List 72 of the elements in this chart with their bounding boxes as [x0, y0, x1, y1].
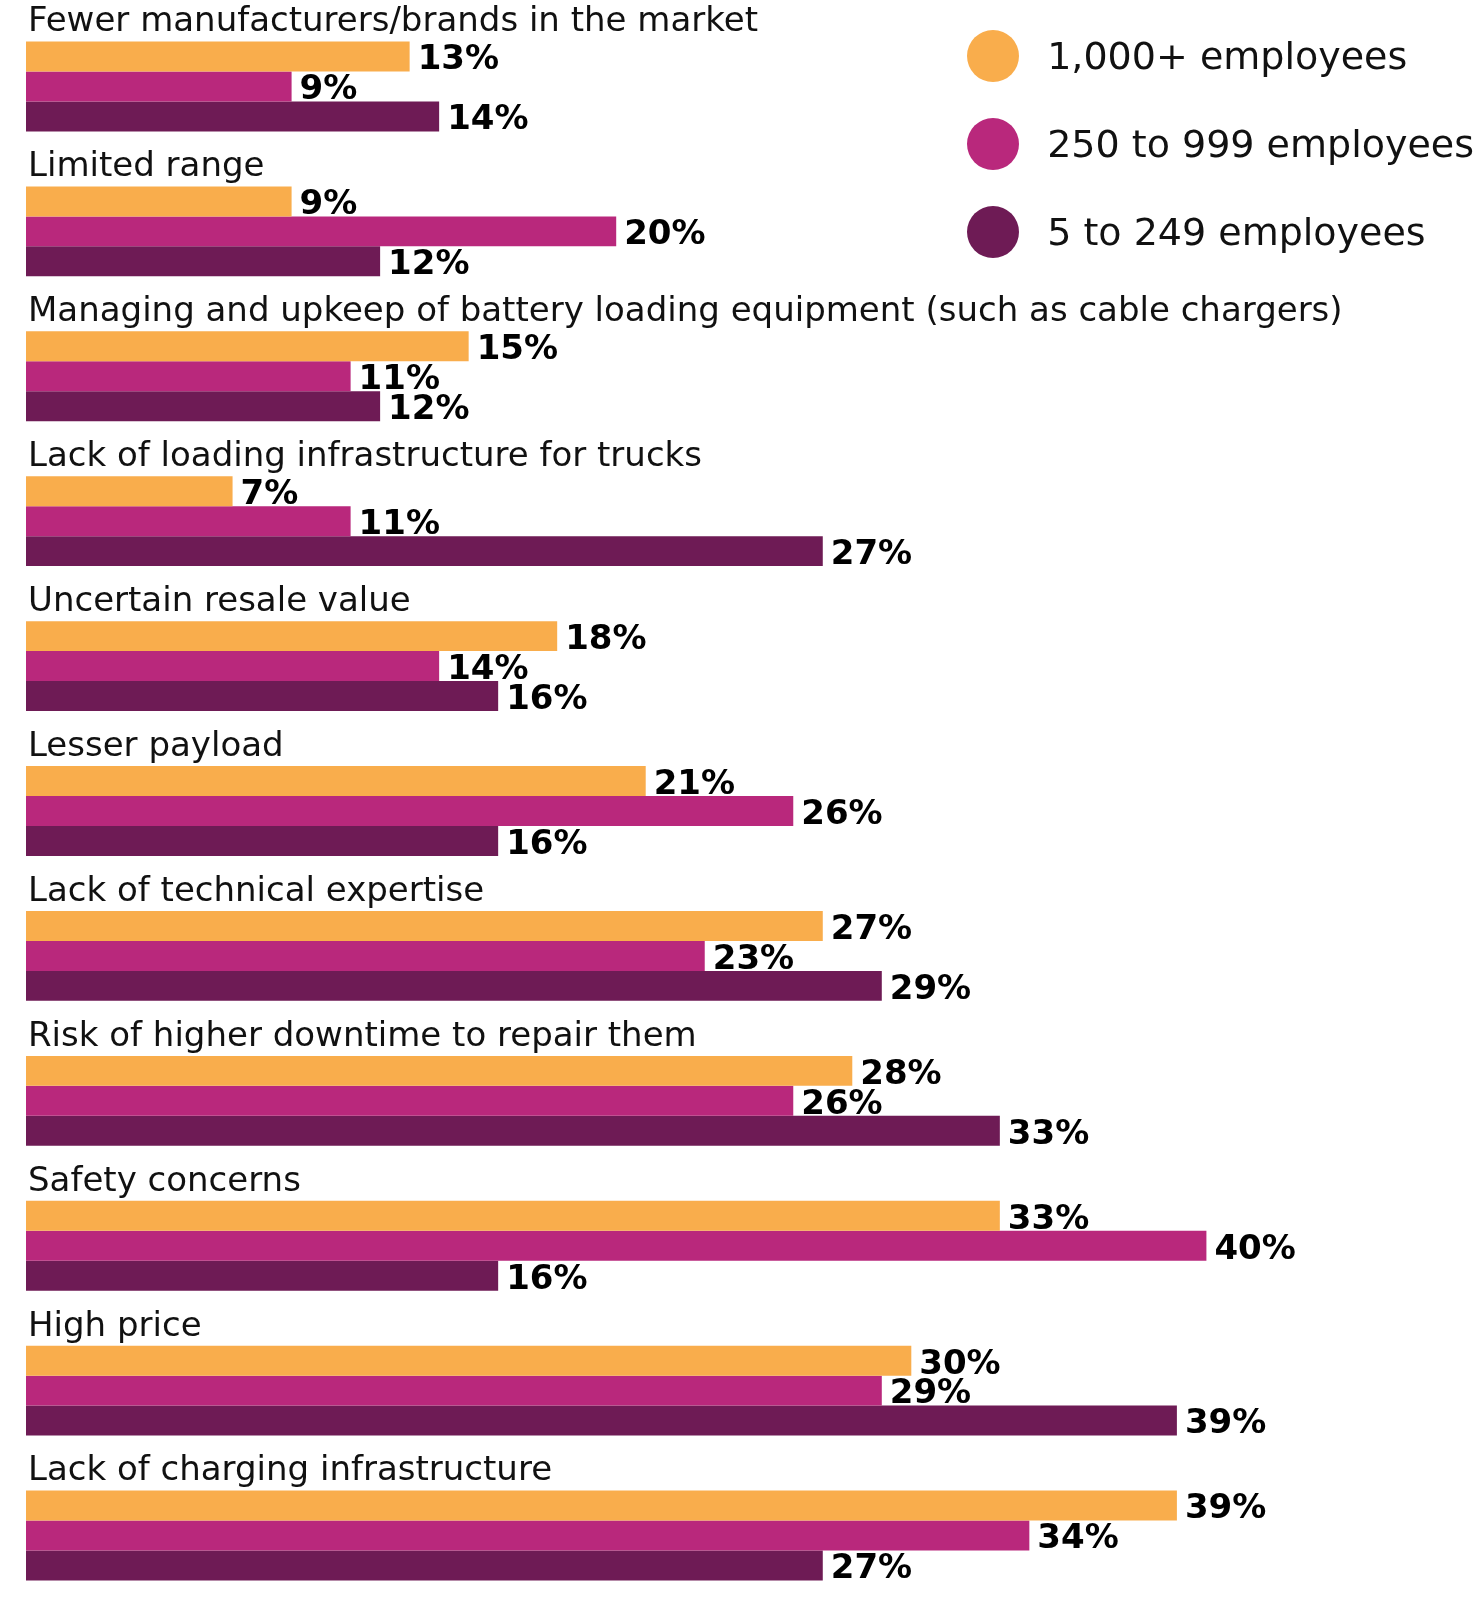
data-label: 27% — [830, 1546, 913, 1587]
bar — [26, 536, 823, 567]
bar — [26, 361, 351, 392]
bar — [26, 1490, 1177, 1521]
bar — [26, 1520, 1030, 1551]
bar — [26, 1230, 1207, 1261]
data-label: 26% — [801, 791, 883, 832]
bar — [26, 101, 440, 132]
bar — [26, 331, 469, 362]
bar — [26, 651, 440, 682]
bar — [26, 216, 617, 247]
bar — [26, 940, 705, 971]
y-tick-label: High price — [28, 1303, 202, 1344]
data-label: 21% — [653, 761, 736, 802]
y-tick-label: Uncertain resale value — [28, 579, 411, 619]
bar — [26, 1115, 1000, 1146]
bar — [26, 41, 410, 72]
data-label: 29% — [889, 966, 972, 1007]
bar — [26, 1055, 853, 1086]
bar — [26, 246, 381, 277]
bar — [26, 506, 351, 537]
bar — [26, 391, 381, 422]
data-label: 14% — [447, 97, 529, 138]
y-tick-label: Limited range — [28, 144, 265, 185]
data-label: 33% — [1007, 1111, 1090, 1152]
bar — [26, 186, 292, 217]
bar — [26, 796, 794, 826]
y-tick-label: Fewer manufacturers/brands in the market — [28, 0, 758, 40]
y-tick-label: Lesser payload — [28, 723, 284, 764]
data-label: 40% — [1214, 1226, 1296, 1267]
data-label: 20% — [624, 212, 706, 253]
data-label: 9% — [299, 182, 358, 223]
bar — [26, 71, 292, 102]
data-label: 16% — [506, 821, 588, 862]
y-tick-label: Safety concerns — [28, 1158, 301, 1199]
bar — [26, 1085, 794, 1116]
bar — [26, 910, 823, 941]
bar — [26, 970, 882, 1001]
data-label: 23% — [712, 936, 795, 977]
data-label: 13% — [417, 37, 500, 78]
y-tick-label: Managing and upkeep of battery loading equipment (such as cable chargers) — [28, 289, 1343, 330]
data-label: 16% — [506, 1256, 588, 1297]
data-label: 34% — [1037, 1516, 1119, 1557]
y-tick-label: Lack of technical expertise — [28, 868, 485, 909]
legend-label: 1,000+ employees — [1047, 34, 1408, 78]
bar — [26, 766, 646, 797]
data-label: 11% — [358, 502, 440, 543]
y-tick-label: Lack of loading infrastructure for trucks — [28, 434, 702, 475]
bar — [26, 1200, 1000, 1231]
legend-label: 250 to 999 employees — [1047, 122, 1474, 166]
bar — [26, 1405, 1177, 1436]
bar — [26, 681, 499, 712]
data-label: 9% — [299, 67, 358, 108]
bar — [26, 1260, 499, 1291]
data-label: 7% — [240, 472, 299, 513]
bar — [26, 1550, 823, 1581]
data-label: 39% — [1184, 1401, 1267, 1442]
bar — [26, 1375, 882, 1406]
data-label: 39% — [1184, 1486, 1267, 1527]
data-label: 15% — [476, 327, 559, 368]
legend-label: 5 to 249 employees — [1047, 210, 1426, 254]
data-label: 33% — [1007, 1196, 1090, 1237]
y-tick-label: Lack of charging infrastructure — [28, 1448, 553, 1489]
bar — [26, 825, 499, 856]
data-label: 27% — [830, 531, 913, 572]
bar — [26, 621, 558, 652]
y-tick-label: Risk of higher downtime to repair them — [28, 1013, 697, 1054]
data-label: 12% — [388, 242, 470, 283]
data-label: 27% — [830, 906, 913, 947]
bar — [26, 1345, 912, 1376]
data-label: 18% — [565, 616, 647, 657]
bar — [26, 476, 233, 507]
